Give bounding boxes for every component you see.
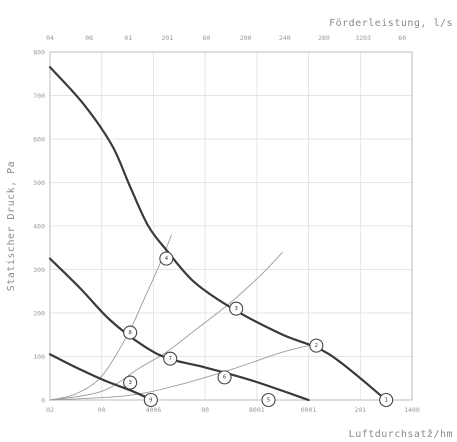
top-tick-label: 60 [203, 34, 211, 42]
top-axis-ticks: 04 08 01 201 60 200 240 280 3203 60 [46, 34, 406, 42]
y-tick-label: 700 [33, 92, 45, 100]
top-tick-label: 01 [124, 34, 132, 42]
x-tick-label: 8001 [249, 406, 265, 414]
operating-point-marker [159, 251, 174, 266]
top-tick-label: 201 [162, 34, 174, 42]
operating-point: 3 [229, 301, 244, 316]
operating-point-marker [229, 301, 244, 316]
fan-curve-3 [48, 353, 154, 402]
operating-point-label: 7 [169, 356, 172, 362]
x-tick-label: 0001 [301, 406, 317, 414]
y-tick-label: 400 [33, 223, 45, 231]
y-tick-label: 300 [33, 266, 45, 274]
operating-point: 4 [159, 251, 174, 266]
system-curve-3 [49, 342, 320, 401]
fan-curves [48, 66, 388, 402]
y-tick-label: 800 [33, 49, 45, 57]
top-tick-label: 3203 [355, 34, 371, 42]
operating-point: 3 [123, 375, 138, 390]
fan-curve-1 [48, 66, 388, 402]
operating-point-marker [123, 325, 138, 340]
y-tick-label: 600 [33, 136, 45, 144]
y-axis-title: Statischer Druck, Pa [6, 161, 17, 291]
top-tick-label: 200 [240, 34, 252, 42]
operating-point-label: 3 [235, 306, 238, 312]
operating-point-label: 9 [149, 397, 152, 403]
x-tick-label: 4006 [146, 406, 162, 414]
operating-point-marker [123, 375, 138, 390]
operating-point: 6 [217, 370, 232, 385]
operating-points: 1 2 3 4 5 6 7 8 9 3 [123, 251, 394, 408]
y-axis-ticks: 0 100 200 300 400 500 600 700 800 [33, 49, 45, 405]
operating-point: 5 [261, 392, 276, 408]
top-tick-label: 60 [398, 34, 406, 42]
top-tick-label: 04 [46, 34, 54, 42]
operating-point-marker [163, 351, 178, 366]
operating-point-label: 2 [315, 343, 318, 349]
top-tick-label: 08 [85, 34, 93, 42]
operating-point: 8 [123, 325, 138, 340]
operating-point-marker [379, 392, 394, 408]
top-axis-title: Förderleistung, l/s [329, 18, 453, 29]
x-axis-ticks: 02 00 4006 00 8001 0001 201 1400 [46, 406, 420, 414]
top-tick-label: 280 [318, 34, 330, 42]
operating-point-marker [309, 338, 324, 353]
operating-point-marker [261, 392, 276, 408]
operating-point-marker [143, 392, 158, 408]
x-tick-label: 00 [98, 406, 106, 414]
fan-curve-2 [48, 257, 310, 402]
plot-frame [49, 51, 413, 401]
system-curve-2 [49, 251, 284, 401]
top-tick-label: 240 [279, 34, 291, 42]
operating-point-label: 4 [165, 256, 169, 262]
operating-point-label: 5 [267, 397, 270, 403]
x-tick-label: 00 [201, 406, 209, 414]
operating-point: 1 [379, 392, 394, 408]
x-tick-label: 02 [46, 406, 54, 414]
operating-point-label: 6 [223, 375, 226, 381]
y-tick-label: 100 [33, 353, 45, 361]
operating-point: 9 [143, 392, 158, 408]
operating-point: 7 [163, 351, 178, 366]
operating-point-marker [217, 370, 232, 385]
x-tick-label: 1400 [404, 406, 420, 414]
y-tick-label: 200 [33, 310, 45, 318]
x-axis-title: Luftdurchsatž/hm [349, 428, 453, 440]
operating-point-label: 3 [129, 380, 132, 386]
operating-point-label: 8 [129, 330, 132, 336]
x-tick-label: 201 [354, 406, 366, 414]
operating-point-label: 1 [384, 397, 387, 403]
grid [49, 51, 413, 401]
y-tick-label: 500 [33, 179, 45, 187]
y-tick-label: 0 [41, 397, 45, 405]
operating-point: 2 [309, 338, 324, 353]
